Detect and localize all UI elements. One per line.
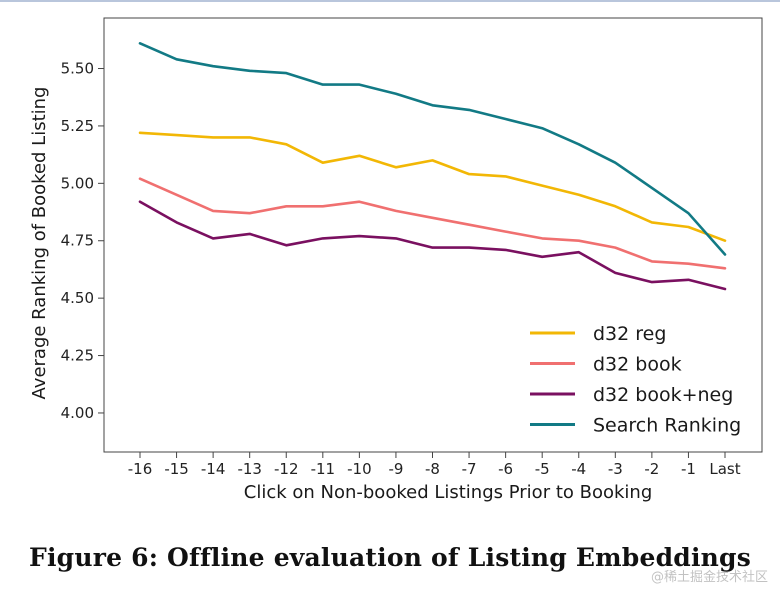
series-line-1 — [138, 131, 727, 242]
top-border-line — [0, 0, 780, 2]
x-axis: -16 -15 -14 -13 -12 -11 -10 -9 -8 -7 -6 -5 -4 -3 -2 -1 L… — [128, 452, 741, 478]
y-tick-label: 5.00 — [61, 174, 94, 192]
x-tick-label: Last — [709, 460, 740, 478]
y-tick-label: 4.25 — [61, 347, 94, 365]
legend-label-4: Search Ranking — [593, 415, 741, 437]
figure-caption: Figure 6: Offline evaluation of Listing … — [29, 543, 751, 572]
y-axis-title: Average Ranking of Booked Listing — [29, 87, 50, 400]
legend-label-3: d32 book+neg — [593, 384, 733, 406]
y-tick-label: 5.50 — [61, 60, 94, 78]
legend-label-1: d32 reg — [593, 323, 666, 345]
y-tick-label: 4.50 — [61, 289, 94, 307]
x-tick-label: -7 — [462, 460, 477, 478]
x-tick-label: -15 — [164, 460, 189, 478]
series-line-3 — [138, 200, 727, 291]
x-tick-label: -5 — [535, 460, 550, 478]
x-tick-label: -9 — [388, 460, 403, 478]
x-tick-label: -8 — [425, 460, 440, 478]
x-tick-label: -1 — [681, 460, 696, 478]
x-tick-label: -10 — [347, 460, 372, 478]
series-line-2 — [138, 177, 727, 270]
x-tick-label: -2 — [644, 460, 659, 478]
y-tick-label: 4.00 — [61, 404, 94, 422]
x-tick-label: -16 — [128, 460, 153, 478]
y-tick-label: 5.25 — [61, 117, 94, 135]
watermark: @稀土掘金技术社区 — [650, 570, 768, 585]
y-tick-label: 4.75 — [61, 232, 94, 250]
x-tick-label: -12 — [274, 460, 299, 478]
y-axis: 4.00 4.25 4.50 4.75 5.00 5.25 5.50 — [61, 60, 104, 422]
x-tick-label: -6 — [498, 460, 513, 478]
x-tick-label: -4 — [571, 460, 586, 478]
line-chart: 4.004.254.504.755.005.255.50 -16 -15 -14 -1… — [29, 17, 763, 503]
x-tick-label: -3 — [608, 460, 623, 478]
x-tick-label: -13 — [237, 460, 262, 478]
x-tick-label: -11 — [311, 460, 336, 478]
series-lines — [138, 41, 727, 291]
series-line-4 — [138, 41, 727, 256]
x-tick-label: -14 — [201, 460, 226, 478]
legend: d32 reg d32 book d32 book+neg Search Rankin… — [530, 323, 741, 437]
x-axis-title: Click on Non-booked Listings Prior to Bo… — [244, 482, 653, 503]
legend-label-2: d32 book — [593, 354, 682, 376]
